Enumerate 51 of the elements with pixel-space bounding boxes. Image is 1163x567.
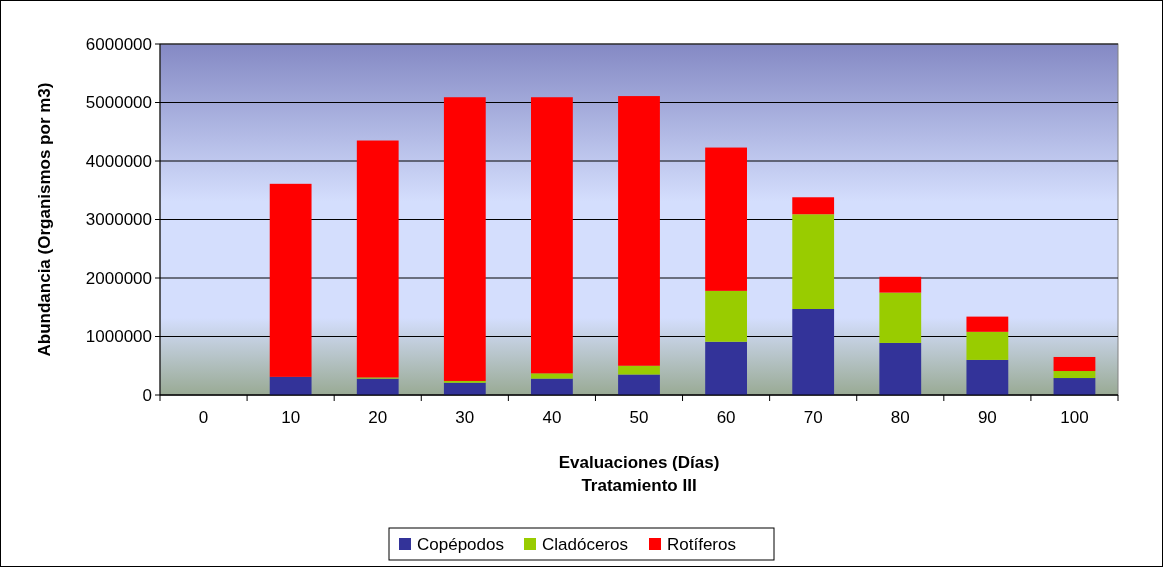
y-tick-label: 3000000 (85, 210, 152, 230)
y-tick-label: 4000000 (85, 151, 152, 171)
y-tick-label: 2000000 (85, 268, 152, 288)
bar (356, 378, 399, 395)
bar (705, 147, 747, 291)
bar (1053, 356, 1096, 372)
x-tick-label: 0 (198, 408, 209, 427)
x-tick-label: 80 (890, 408, 910, 427)
bar (792, 197, 835, 215)
bar (618, 374, 660, 395)
legend-label: Cladóceros (542, 534, 628, 554)
x-tick-label: 50 (629, 408, 649, 427)
x-tick-label: 30 (455, 408, 475, 427)
bar (269, 183, 312, 377)
bar (966, 316, 1009, 332)
bar (531, 373, 573, 379)
bar (443, 382, 486, 395)
bar (879, 342, 922, 395)
y-tick-label: 0 (142, 385, 152, 405)
bar (531, 378, 573, 395)
bar (443, 97, 486, 381)
bar (618, 96, 660, 366)
bar (966, 359, 1009, 395)
x-tick-label: 60 (716, 408, 736, 427)
x-tick-label: 10 (281, 408, 301, 427)
bar (792, 309, 835, 395)
x-tick-label: 90 (977, 408, 997, 427)
bar (356, 140, 399, 378)
bar (1053, 378, 1096, 395)
bar (705, 290, 747, 342)
bar (966, 331, 1009, 360)
x-tick-label: 20 (368, 408, 388, 427)
y-tick-label: 6000000 (85, 34, 152, 54)
x-axis-title: Evaluaciones (Días) (558, 453, 720, 472)
y-tick-label: 1000000 (85, 327, 152, 347)
bar (618, 365, 660, 375)
x-tick-label: 70 (803, 408, 823, 427)
y-axis-title: Abundancia (Organismos por m3) (35, 82, 54, 357)
bar (879, 292, 922, 343)
x-tick-label: 100 (1060, 408, 1089, 427)
legend-label: Copépodos (417, 534, 504, 554)
y-tick-label: 5000000 (85, 93, 152, 113)
bar (792, 214, 835, 310)
bar (879, 276, 922, 293)
legend-label: Rotíferos (667, 534, 736, 554)
text: Tratamiento III (581, 476, 697, 495)
bar (1053, 371, 1096, 379)
bar (705, 341, 747, 395)
x-tick-label: 40 (542, 408, 562, 427)
bar (531, 97, 573, 374)
bar (269, 376, 312, 395)
